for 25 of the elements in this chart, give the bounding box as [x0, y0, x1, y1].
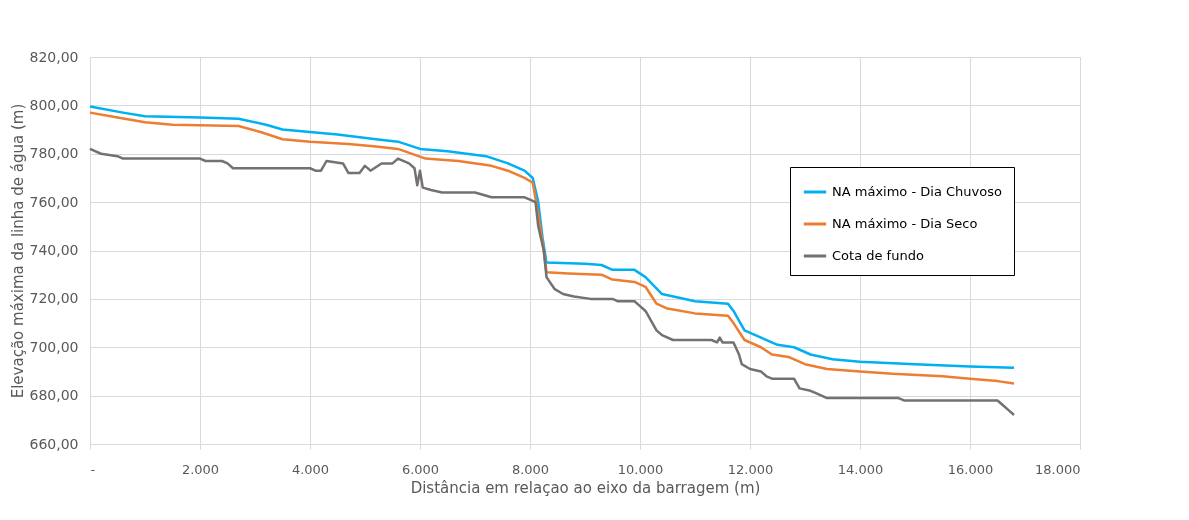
x-tick-label: 12.000: [727, 461, 774, 477]
x-tick-label: 18.000: [1035, 461, 1081, 477]
y-tick-label: 700,00: [29, 338, 79, 355]
y-tick-label: 820,00: [29, 48, 79, 65]
x-tick-label: 14.000: [837, 461, 884, 477]
y-tick-label: 740,00: [29, 242, 79, 258]
line-series: [88, 147, 1016, 417]
x-tick-label: 6.000: [401, 461, 440, 477]
y-tick-label: 660,00: [29, 435, 79, 452]
y-tick-label: 680,00: [29, 387, 79, 404]
x-tick-label: 4.000: [291, 461, 330, 477]
x-axis-title: Distância em relaçao ao eixo da barragem (m): [410, 478, 761, 497]
legend-label: NA máximo - Dia Seco: [832, 216, 978, 231]
x-tick-label: 16.000: [947, 461, 994, 477]
y-axis-title: Elevação máxima da linha de água (m): [8, 103, 27, 399]
x-tick-label: 10.000: [617, 461, 664, 477]
y-tick-label: 800,00: [29, 96, 79, 113]
x-tick-label: 2.000: [181, 461, 220, 477]
x-tick-label: -: [90, 461, 96, 477]
y-tick-label: 780,00: [29, 145, 79, 162]
legend-label: NA máximo - Dia Chuvoso: [832, 184, 1002, 199]
x-tick-label: 8.000: [511, 461, 550, 477]
y-tick-label: 720,00: [29, 290, 79, 307]
y-tick-label: 760,00: [29, 193, 79, 210]
legend-label: Cota de fundo: [832, 248, 924, 263]
